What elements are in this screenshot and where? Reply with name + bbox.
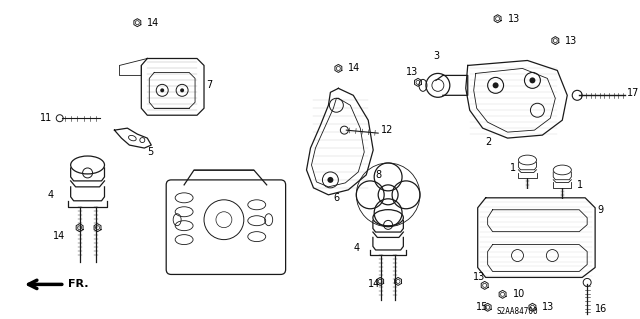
Text: 2: 2 — [486, 137, 492, 147]
Text: 15: 15 — [476, 302, 488, 312]
Text: 3: 3 — [433, 51, 439, 62]
Text: 11: 11 — [40, 113, 52, 123]
Text: 1: 1 — [577, 180, 583, 190]
Text: 16: 16 — [595, 304, 607, 314]
Text: 13: 13 — [508, 14, 520, 24]
Circle shape — [529, 78, 536, 83]
Circle shape — [180, 88, 184, 92]
Text: FR.: FR. — [68, 279, 88, 289]
Text: 7: 7 — [206, 80, 212, 90]
Text: 9: 9 — [597, 205, 604, 215]
Circle shape — [328, 177, 333, 183]
Text: 4: 4 — [353, 242, 360, 253]
Text: 12: 12 — [381, 125, 394, 135]
Text: 13: 13 — [565, 36, 577, 46]
Text: 14: 14 — [368, 279, 380, 289]
Text: 8: 8 — [375, 170, 381, 180]
Text: 5: 5 — [147, 147, 154, 157]
Text: 6: 6 — [333, 193, 339, 203]
Circle shape — [160, 88, 164, 92]
Text: 14: 14 — [52, 231, 65, 241]
Text: 13: 13 — [542, 302, 555, 312]
Text: 17: 17 — [627, 88, 639, 98]
Circle shape — [493, 82, 499, 88]
Text: S2AA84700: S2AA84700 — [497, 307, 538, 316]
Text: 10: 10 — [513, 289, 525, 299]
Text: 14: 14 — [147, 18, 159, 28]
Text: 14: 14 — [348, 63, 360, 73]
Text: 1: 1 — [509, 163, 516, 173]
Text: 4: 4 — [48, 190, 54, 200]
Text: 13: 13 — [406, 67, 419, 78]
Text: 13: 13 — [473, 272, 485, 282]
